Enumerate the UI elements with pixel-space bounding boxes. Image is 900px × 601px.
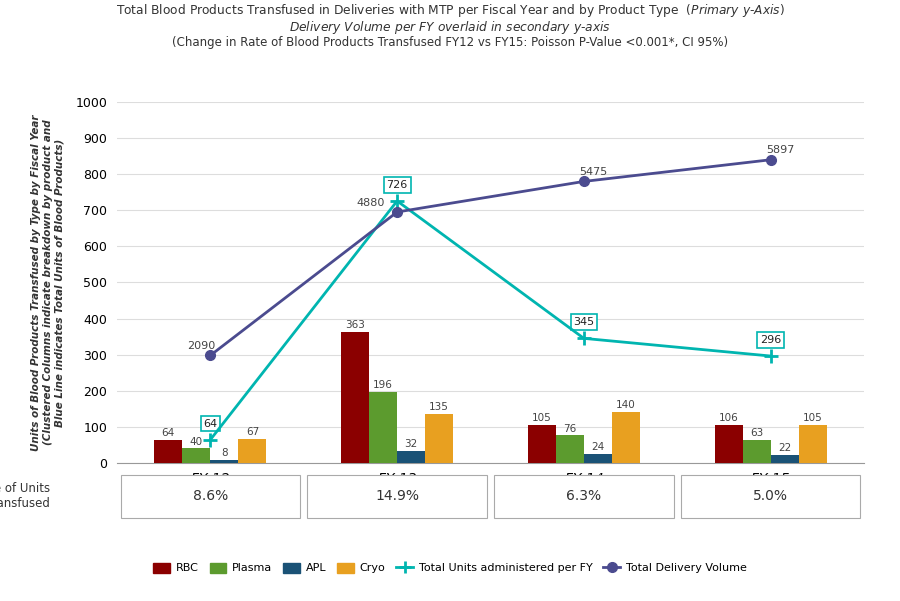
Text: 363: 363 (346, 320, 365, 330)
Bar (770, 455, 798, 463)
Bar (341, 332, 369, 463)
FancyBboxPatch shape (681, 475, 860, 517)
Bar (584, 454, 612, 463)
Text: $\mathit{Delivery\ Volume\ per\ FY\ overlaid\ in\ secondary\ y\text{-}axis}$: $\mathit{Delivery\ Volume\ per\ FY\ over… (289, 19, 611, 36)
Text: Total Blood Products Transfused in Deliveries with MTP per Fiscal Year and by Pr: Total Blood Products Transfused in Deliv… (115, 2, 785, 19)
Bar (183, 448, 211, 463)
Text: 22: 22 (778, 443, 791, 453)
Text: 64: 64 (203, 418, 218, 429)
Bar (715, 424, 742, 463)
Bar (527, 425, 556, 463)
Text: 64: 64 (162, 428, 175, 438)
Bar (238, 439, 266, 463)
Text: 5.0%: 5.0% (753, 489, 788, 504)
Text: 32: 32 (404, 439, 418, 450)
Text: 106: 106 (719, 413, 739, 423)
Bar (742, 440, 770, 463)
Text: 8.6%: 8.6% (193, 489, 228, 504)
Text: 8: 8 (221, 448, 228, 458)
Text: 76: 76 (563, 424, 577, 433)
FancyBboxPatch shape (121, 475, 300, 517)
Text: 24: 24 (591, 442, 605, 453)
Bar (798, 425, 826, 463)
Text: 140: 140 (616, 400, 635, 410)
Text: 4880: 4880 (356, 198, 385, 208)
Text: Rate of Units
Transfused: Rate of Units Transfused (0, 483, 50, 510)
Text: 63: 63 (750, 429, 763, 438)
FancyBboxPatch shape (308, 475, 487, 517)
FancyBboxPatch shape (494, 475, 673, 517)
Text: 5897: 5897 (766, 145, 794, 156)
Text: 105: 105 (532, 413, 552, 423)
Bar (211, 460, 239, 463)
Text: 2090: 2090 (187, 341, 215, 351)
Bar (155, 440, 183, 463)
Bar (612, 412, 640, 463)
Bar (397, 451, 425, 463)
Text: 6.3%: 6.3% (566, 489, 601, 504)
Text: 14.9%: 14.9% (375, 489, 419, 504)
Text: 105: 105 (803, 413, 823, 423)
Y-axis label: Units of Blood Products Transfused by Type by Fiscal Year
(Clustered Columns ind: Units of Blood Products Transfused by Ty… (32, 114, 64, 451)
Text: 726: 726 (386, 180, 408, 190)
Text: 135: 135 (429, 402, 449, 412)
Text: 196: 196 (374, 380, 393, 390)
Bar (369, 392, 397, 463)
Text: 67: 67 (246, 427, 259, 437)
Bar (556, 435, 584, 463)
Text: 296: 296 (760, 335, 781, 345)
Text: 345: 345 (573, 317, 594, 328)
Bar (425, 414, 454, 463)
Text: (Change in Rate of Blood Products Transfused FY12 vs FY15: Poisson P-Value <0.00: (Change in Rate of Blood Products Transf… (172, 36, 728, 49)
Text: 40: 40 (190, 436, 203, 447)
Legend: RBC, Plasma, APL, Cryo, Total Units administered per FY, Total Delivery Volume: RBC, Plasma, APL, Cryo, Total Units admi… (149, 558, 751, 578)
Text: 5475: 5475 (579, 167, 608, 177)
